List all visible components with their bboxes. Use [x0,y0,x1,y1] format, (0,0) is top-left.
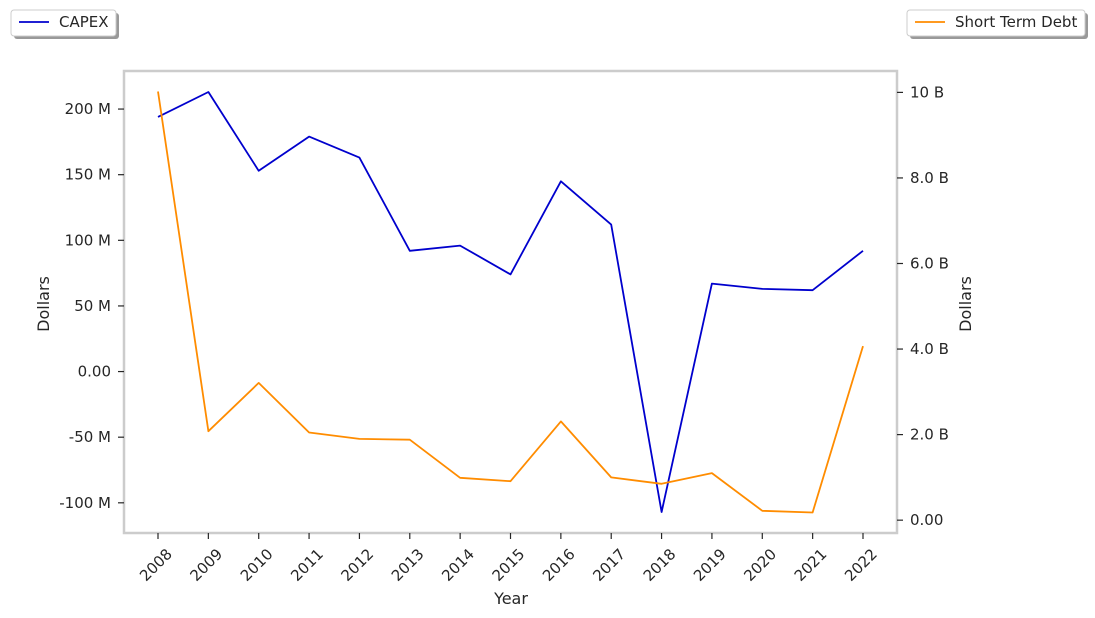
legends: CAPEX Short Term Debt [10,9,1088,39]
x-tick-label: 2021 [791,545,831,585]
x-tick-label: 2014 [438,545,478,585]
left-tick-label: -100 M [59,494,111,512]
x-tick-label: 2022 [841,545,881,585]
x-tick-label: 2010 [237,545,277,585]
right-tick-label: 8.0 B [910,169,949,187]
series-lines [157,91,864,514]
right-tick-label: 2.0 B [910,426,949,444]
left-tick-label: 200 M [65,100,111,118]
legend-box [906,9,1086,37]
left-tick-label: 150 M [65,166,111,184]
x-axis: 2008 2009 2010 2011 2012 2013 2014 2015 2016 2017… [136,533,881,585]
x-tick-label: 2017 [589,545,629,585]
right-y-axis: 10 B 8.0 B 6.0 B 4.0 B 2.0 B 0.00 [897,83,949,529]
right-tick-label: 4.0 B [910,340,949,358]
legend-label: CAPEX [59,13,109,31]
x-tick-label: 2011 [287,545,327,585]
x-tick-label: 2016 [539,545,579,585]
left-y-axis-title: Dollars [34,276,53,332]
series-line-short-term-debt [157,91,864,514]
legend-short-term-debt: Short Term Debt [906,9,1088,39]
right-tick-label: 0.00 [910,511,943,529]
legend-label: Short Term Debt [955,13,1077,31]
x-tick-label: 2009 [186,545,226,585]
x-tick-label: 2012 [338,545,378,585]
x-tick-label: 2020 [740,545,780,585]
right-y-axis-title: Dollars [956,276,975,332]
x-axis-title: Year [493,589,528,608]
left-tick-label: 50 M [74,297,111,315]
left-tick-label: 100 M [65,231,111,249]
series-line-capex [157,91,864,513]
x-tick-label: 2015 [489,545,529,585]
x-tick-label: 2013 [388,545,428,585]
left-y-axis: 200 M 150 M 100 M 50 M 0.00 -50 M -100 M [59,100,124,512]
legend-box [10,9,117,37]
x-tick-label: 2018 [640,545,680,585]
left-tick-label: -50 M [69,428,111,446]
left-tick-label: 0.00 [78,363,111,381]
legend-capex: CAPEX [10,9,119,39]
right-tick-label: 10 B [910,83,944,101]
x-tick-label: 2019 [690,545,730,585]
x-tick-label: 2008 [136,545,176,585]
right-tick-label: 6.0 B [910,255,949,273]
